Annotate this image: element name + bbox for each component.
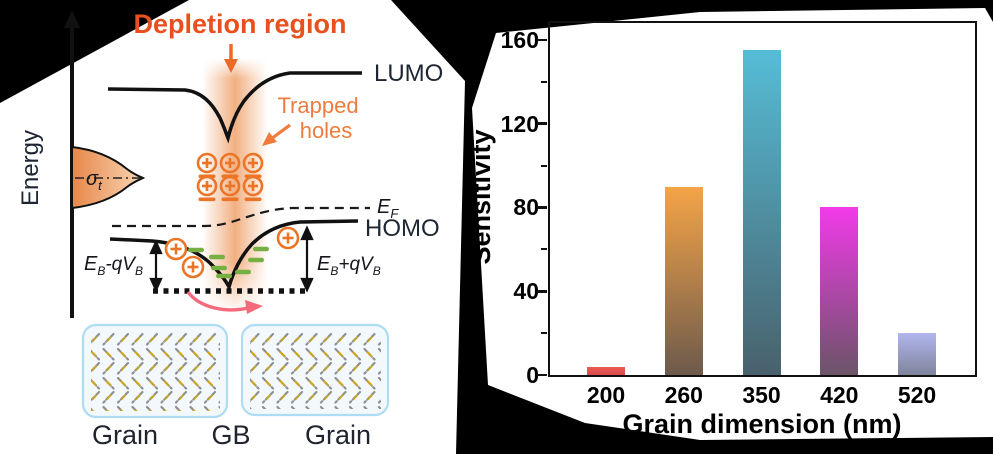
lumo-label: LUMO	[374, 60, 443, 87]
fermi-level-line	[112, 206, 370, 228]
trapped-holes-label-2: holes	[300, 118, 353, 143]
molecule-pattern-right	[250, 332, 381, 409]
molecule-pattern-left	[91, 332, 220, 411]
bar-350	[742, 50, 781, 375]
y-major-tick	[537, 206, 547, 209]
x-tick-label: 200	[586, 382, 626, 408]
x-tick-label: 350	[742, 382, 781, 408]
trapped-hole-icons	[196, 152, 264, 202]
depletion-arrow	[224, 44, 238, 73]
bar-520	[898, 333, 936, 375]
energy-band-diagram: Energy σt LUMO Depletion region Trapped …	[17, 9, 443, 450]
chart-frame	[548, 21, 977, 377]
x-tick-label: 260	[664, 382, 703, 408]
chart-x-axis-label: Grain dimension (nm)	[622, 409, 902, 439]
grain-right-label: Grain	[305, 420, 371, 450]
sigma-t-label: σt	[86, 168, 103, 193]
fermi-label: EF	[377, 196, 399, 221]
y-minor-tick	[541, 332, 547, 335]
grain-left-label: Grain	[92, 420, 158, 450]
depletion-region-title: Depletion region	[133, 9, 346, 39]
barrier-arrow-left	[149, 239, 163, 293]
gap-state-dashes	[188, 246, 269, 279]
x-tick-label: 520	[897, 382, 937, 408]
energy-axis-label: Energy	[17, 130, 44, 206]
trapped-holes-label-1: Trapped	[277, 93, 358, 118]
barrier-right-label: EB+qVB	[317, 253, 381, 278]
trapped-holes-arrow	[262, 123, 291, 146]
homo-label: HOMO	[365, 215, 440, 242]
bar-260	[664, 186, 703, 375]
chart-y-axis-label: Sensitivity	[466, 129, 496, 265]
y-major-tick	[537, 38, 547, 42]
bar-420	[820, 207, 859, 375]
lumo-curve	[107, 71, 362, 144]
y-minor-tick	[541, 80, 547, 83]
y-minor-tick	[541, 164, 547, 167]
y-major-tick	[537, 289, 547, 293]
hole-transport-arrow	[186, 290, 263, 314]
bar-200	[587, 366, 625, 375]
barrier-left-label: EB-qVB	[84, 253, 143, 278]
gb-label: GB	[211, 420, 250, 450]
y-tick-label: 160	[500, 26, 539, 53]
y-major-tick	[537, 122, 547, 125]
energy-axis-arrowhead	[64, 10, 80, 28]
free-hole-icons	[164, 226, 300, 279]
y-tick-label: 40	[513, 278, 539, 305]
y-major-tick	[537, 373, 547, 377]
trap-level-underlines	[198, 174, 262, 202]
y-tick-label: 120	[500, 110, 539, 137]
x-tick-label: 420	[820, 382, 859, 408]
y-minor-tick	[541, 248, 547, 251]
y-tick-label: 80	[513, 194, 539, 221]
barrier-arrow-right	[300, 225, 314, 293]
y-tick-label: 0	[526, 362, 539, 388]
